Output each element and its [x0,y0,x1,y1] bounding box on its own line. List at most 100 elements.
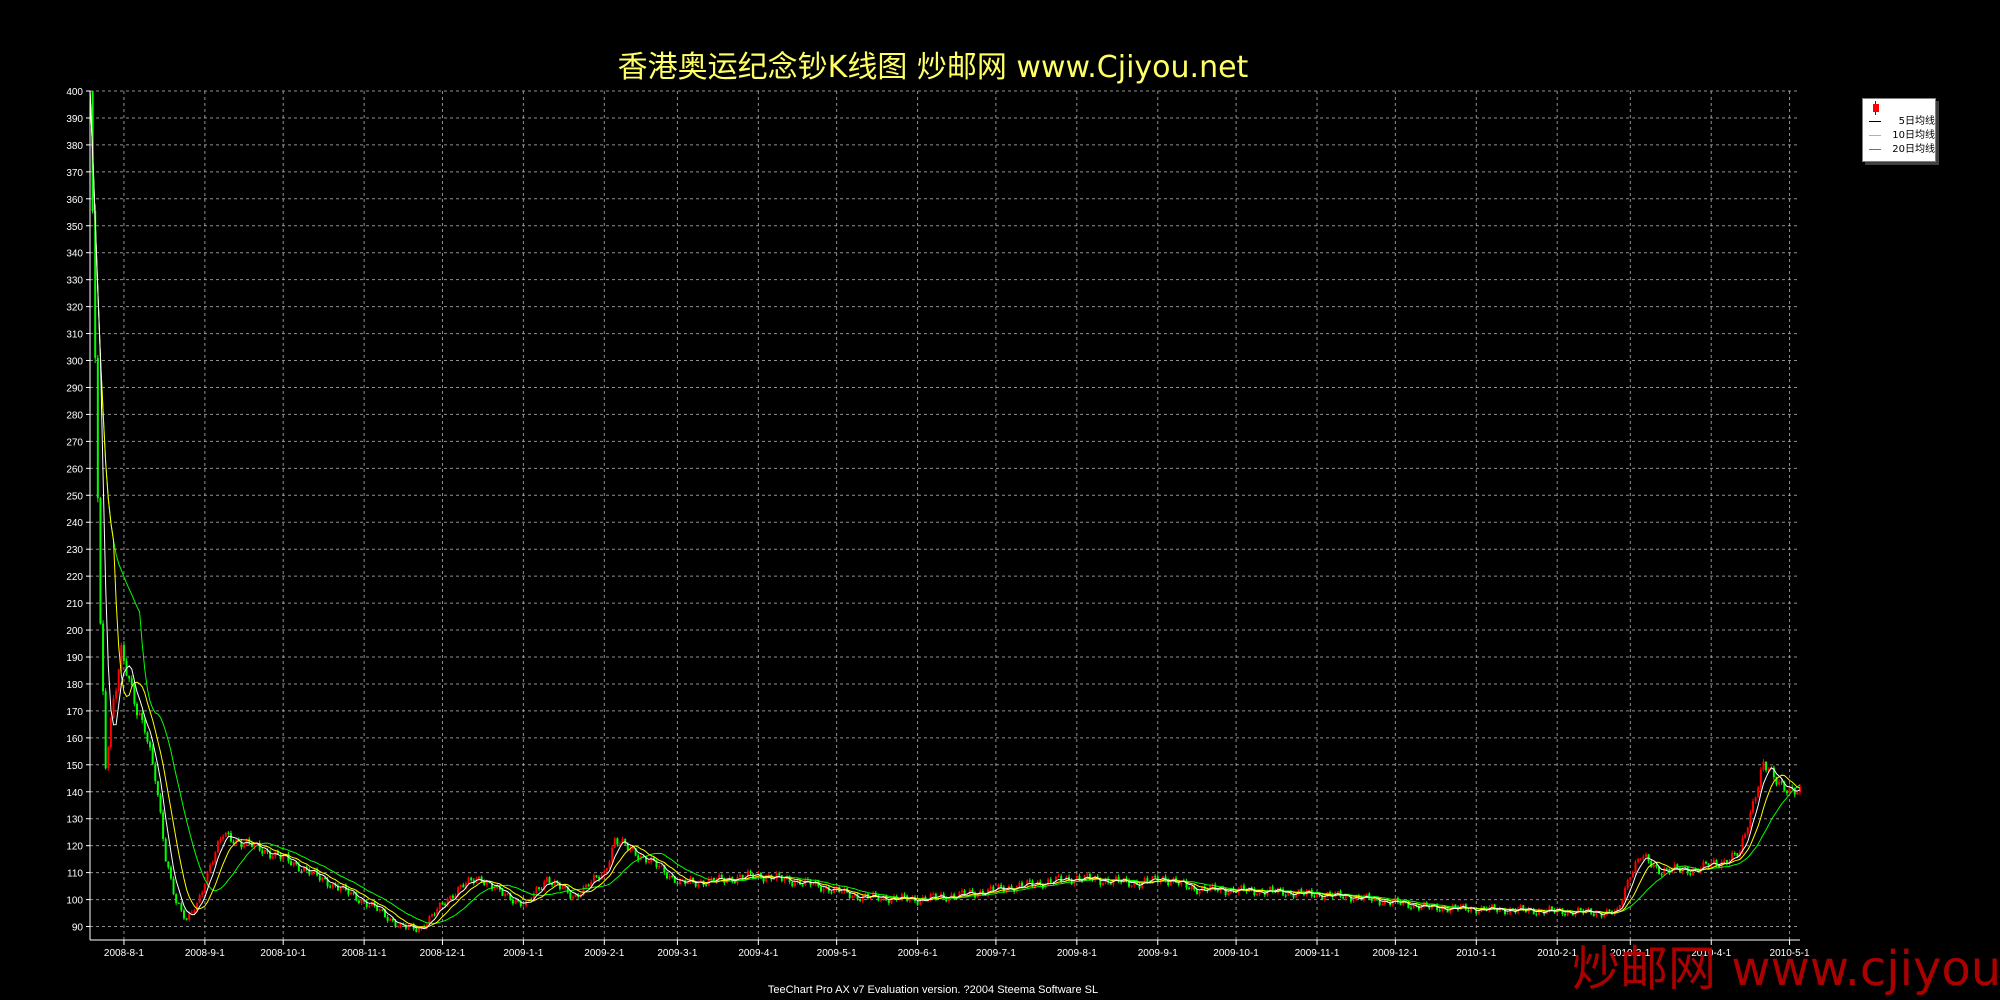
candle-body [117,669,120,691]
candle-body [517,900,520,902]
x-tick-label: 2009-5-1 [817,948,857,959]
candle-body [543,881,546,890]
candle-body [663,865,666,873]
legend-label-ma5: 5日均线 [1898,116,1935,127]
candle-body [733,881,736,884]
candle-body [1000,884,1003,887]
candle-body [94,211,97,358]
candle-body [598,876,601,880]
candle-body [321,877,324,881]
candle-body [1490,904,1493,908]
candle-body [1412,904,1415,909]
candle-body [1407,901,1410,908]
candle-body [1725,860,1728,864]
y-tick-label: 300 [66,357,83,368]
candle-body [250,843,253,848]
x-tick-label: 2010-5-1 [1770,948,1810,959]
candle-body [655,860,658,868]
candle-body [1757,787,1760,798]
candle-body [1167,880,1170,886]
candle-body [1245,890,1248,892]
candle-body [1169,881,1172,886]
candle-body [1767,769,1770,771]
candle-body [376,905,379,911]
x-tick-label: 2008-12-1 [420,948,466,959]
candle-body [1047,879,1050,884]
y-tick-label: 260 [66,464,83,475]
candle-body [350,892,353,895]
candle-body [611,847,614,862]
candle-body [1423,902,1426,907]
candle-body [1201,886,1204,891]
candle-body [1292,893,1295,898]
candle-body [603,870,606,875]
candle-body [524,901,527,906]
candle-body [1002,886,1005,892]
candle-body [149,741,152,748]
candle-body [404,925,407,929]
y-tick-label: 240 [66,518,83,529]
candle-body [1086,874,1089,876]
candle-body [574,893,577,897]
candle-body [1099,879,1102,886]
ma5-line [89,90,1801,930]
candle-body [1655,864,1658,867]
candle-body [151,747,154,765]
candle-body [1712,860,1715,863]
candle-body [1216,890,1219,892]
candle-body [532,893,535,900]
candle-body [749,871,752,874]
candle-body [216,841,219,853]
candle-body [436,908,439,915]
ma20-line [89,90,1801,925]
candle-body [898,899,901,901]
candle-body [1269,886,1272,891]
candle-body [1791,787,1794,789]
candle-body [1462,904,1465,906]
candle-body [1075,875,1078,881]
candle-body [300,871,303,873]
candle-body [665,872,668,879]
candle-body [1785,790,1788,794]
candle-body [1438,910,1441,912]
candle-body [966,894,969,896]
candle-body [1441,907,1444,912]
y-tick-label: 100 [66,896,83,907]
candle-body [919,900,922,905]
candle-body [441,902,444,905]
candle-body [133,685,136,704]
candle-body [219,839,222,842]
candle-body [1122,878,1125,883]
candle-body [175,894,178,903]
candle-body [258,842,261,851]
candle-body [647,862,650,864]
candle-body [1297,889,1300,894]
candle-body [856,894,859,899]
candle-body [504,893,507,896]
candle-body [981,890,984,895]
x-tick-label: 2008-8-1 [104,948,144,959]
candle-body [765,876,768,882]
x-tick-label: 2009-12-1 [1373,948,1419,959]
candle-body [357,900,360,904]
candle-body [1436,904,1439,911]
y-tick-label: 290 [66,383,83,394]
y-tick-label: 360 [66,195,83,206]
candle-body [1663,868,1666,875]
candle-body [457,887,460,896]
candle-body [146,732,149,742]
candle-body [1532,908,1535,915]
candle-body [1005,890,1008,892]
y-tick-label: 120 [66,842,83,853]
candle-body [454,895,457,899]
candle-body [1120,881,1123,883]
candle-body [102,623,105,692]
candle-body [825,886,828,889]
candle-body [801,884,804,886]
candle-body [877,895,880,901]
candle-body [292,862,295,866]
legend-candle-icon [1873,104,1879,112]
candle-body [1224,889,1227,895]
